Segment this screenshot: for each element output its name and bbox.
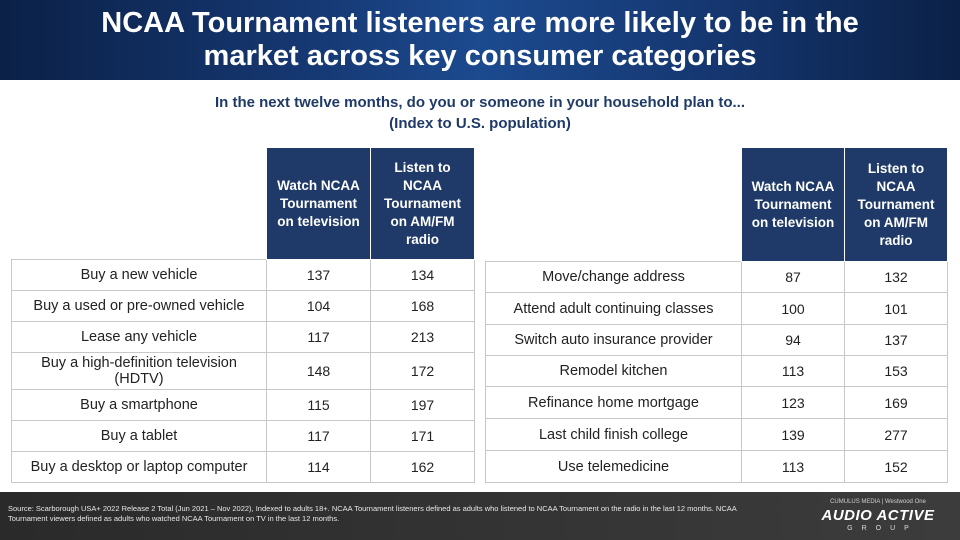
tv-index-value: 114 — [266, 451, 371, 483]
tv-index-value: 115 — [266, 389, 371, 421]
table-row: Buy a desktop or laptop computer 114 162 — [11, 451, 475, 483]
brand-sub-text: GROUP — [847, 525, 918, 532]
footer-bar: Source: Scarborough USA+ 2022 Release 2 … — [0, 492, 960, 540]
radio-index-value: 162 — [370, 451, 475, 483]
blank-header-cell — [12, 148, 267, 260]
tv-index-value: 113 — [741, 450, 845, 483]
table-row: Buy a new vehicle 137 134 — [11, 259, 475, 291]
title-banner: NCAA Tournament listeners are more likel… — [0, 0, 960, 80]
column-header-radio: Listen to NCAA Tournament on AM/FM radio — [844, 147, 948, 262]
subtitle-index-note: (Index to U.S. population) — [389, 115, 571, 132]
table-row: Buy a used or pre-owned vehicle 104 168 — [11, 290, 475, 322]
row-label: Buy a desktop or laptop computer — [11, 451, 267, 483]
tv-index-value: 100 — [741, 292, 845, 325]
row-label: Lease any vehicle — [11, 321, 267, 353]
right-data-table: Watch NCAA Tournament on television List… — [485, 147, 948, 483]
table-row: Buy a tablet 117 171 — [11, 420, 475, 452]
radio-index-value: 171 — [370, 420, 475, 452]
subtitle-question: In the next twelve months, do you or som… — [214, 94, 746, 111]
row-label: Buy a smartphone — [11, 389, 267, 421]
radio-index-value: 152 — [844, 450, 948, 483]
left-table-body: Buy a new vehicle 137 134 Buy a used or pre… — [11, 259, 475, 483]
right-table-body: Move/change address 87 132 Attend adult con… — [485, 261, 948, 483]
radio-index-value: 197 — [370, 389, 475, 421]
subtitle: In the next twelve months, do you or som… — [0, 92, 960, 134]
tv-index-value: 148 — [266, 352, 371, 390]
row-label: Use telemedicine — [485, 450, 742, 483]
radio-index-value: 134 — [370, 259, 475, 291]
radio-index-value: 137 — [844, 324, 948, 356]
row-label: Buy a new vehicle — [11, 259, 267, 291]
radio-index-value: 213 — [370, 321, 475, 353]
table-row: Attend adult continuing classes 100 101 — [485, 292, 948, 325]
radio-index-value: 172 — [370, 352, 475, 390]
table-row: Use telemedicine 113 152 — [485, 450, 948, 483]
brand-main-text: AUDIO ACTIVE — [821, 507, 935, 524]
row-label: Buy a tablet — [11, 420, 267, 452]
table-row: Buy a smartphone 115 197 — [11, 389, 475, 421]
page-title: NCAA Tournament listeners are more likel… — [101, 7, 859, 72]
radio-index-value: 153 — [844, 355, 948, 387]
table-row: Switch auto insurance provider 94 137 — [485, 324, 948, 356]
table-row: Buy a high-definition television (HDTV) 1… — [11, 352, 475, 390]
column-header-tv: Watch NCAA Tournament on television — [266, 147, 371, 260]
tv-index-value: 139 — [741, 418, 845, 451]
row-label: Buy a high-definition television (HDTV) — [11, 352, 267, 390]
row-label: Buy a used or pre-owned vehicle — [11, 290, 267, 322]
tv-index-value: 117 — [266, 321, 371, 353]
row-label: Attend adult continuing classes — [485, 292, 742, 325]
blank-header-cell — [486, 148, 742, 262]
table-row: Remodel kitchen 113 153 — [485, 355, 948, 387]
radio-index-value: 101 — [844, 292, 948, 325]
row-label: Remodel kitchen — [485, 355, 742, 387]
tv-index-value: 104 — [266, 290, 371, 322]
brand-logo: CUMULUS MEDIA | Westwood One AUDIO ACTIV… — [808, 498, 948, 534]
row-label: Move/change address — [485, 261, 742, 293]
tv-index-value: 117 — [266, 420, 371, 452]
radio-index-value: 132 — [844, 261, 948, 293]
table-row: Last child finish college 139 277 — [485, 418, 948, 451]
row-label: Switch auto insurance provider — [485, 324, 742, 356]
table-row: Refinance home mortgage 123 169 — [485, 386, 948, 419]
radio-index-value: 168 — [370, 290, 475, 322]
tv-index-value: 123 — [741, 386, 845, 419]
radio-index-value: 277 — [844, 418, 948, 451]
row-label: Refinance home mortgage — [485, 386, 742, 419]
radio-index-value: 169 — [844, 386, 948, 419]
tv-index-value: 137 — [266, 259, 371, 291]
table-row: Lease any vehicle 117 213 — [11, 321, 475, 353]
left-data-table: Watch NCAA Tournament on television List… — [11, 147, 475, 483]
tv-index-value: 94 — [741, 324, 845, 356]
column-header-tv: Watch NCAA Tournament on television — [741, 147, 845, 262]
tv-index-value: 87 — [741, 261, 845, 293]
column-header-radio: Listen to NCAA Tournament on AM/FM radio — [370, 147, 475, 260]
tv-index-value: 113 — [741, 355, 845, 387]
brand-top-text: CUMULUS MEDIA | Westwood One — [830, 499, 926, 505]
table-row: Move/change address 87 132 — [485, 261, 948, 293]
source-note: Source: Scarborough USA+ 2022 Release 2 … — [8, 504, 737, 523]
row-label: Last child finish college — [485, 418, 742, 451]
